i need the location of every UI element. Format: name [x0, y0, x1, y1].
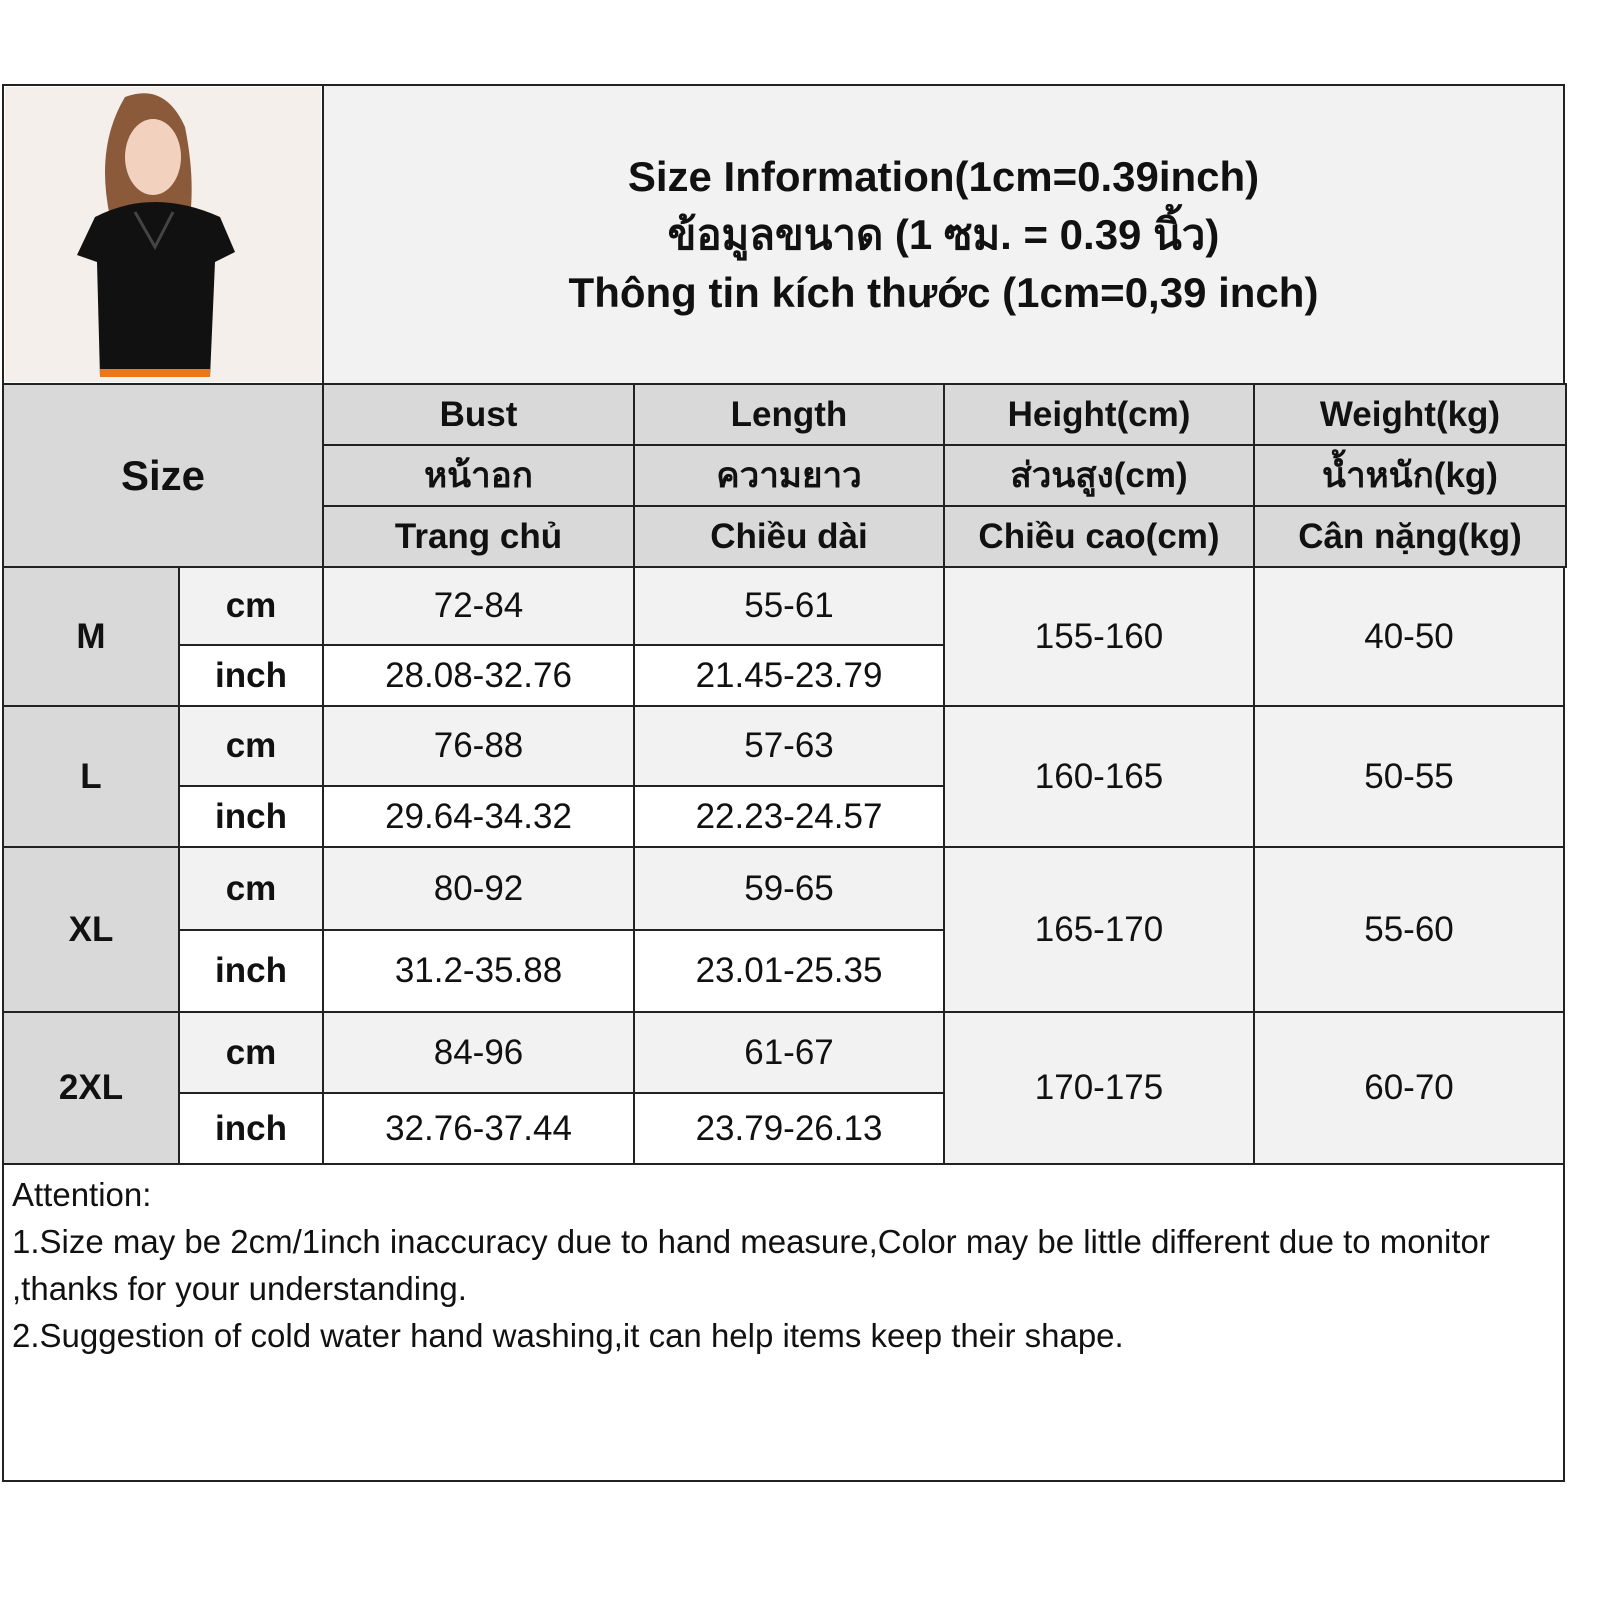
weight-range: 60-70 [1253, 1011, 1565, 1165]
column-header-en: Weight(kg) [1253, 383, 1567, 446]
height-range: 160-165 [943, 705, 1255, 848]
unit-cm: cm [178, 846, 324, 931]
title-th: ข้อมูลขนาด (1 ซม. = 0.39 นิ้ว) [667, 210, 1220, 258]
column-header-th: ความยาว [633, 444, 945, 507]
weight-range: 50-55 [1253, 705, 1565, 848]
bust-cm: 84-96 [322, 1011, 635, 1094]
bust-inch: 31.2-35.88 [322, 929, 635, 1013]
bust-inch: 32.76-37.44 [322, 1092, 635, 1165]
column-header-vi: Trang chủ [322, 505, 635, 568]
weight-range: 55-60 [1253, 846, 1565, 1013]
length-inch: 23.79-26.13 [633, 1092, 945, 1165]
length-inch: 22.23-24.57 [633, 785, 945, 848]
length-cm: 59-65 [633, 846, 945, 931]
column-header-en: Length [633, 383, 945, 446]
title-en: Size Information(1cm=0.39inch) [627, 152, 1260, 200]
bust-cm: 72-84 [322, 566, 635, 646]
title-vi: Thông tin kích thước (1cm=0,39 inch) [568, 268, 1319, 316]
column-header-th: น้ำหนัก(kg) [1253, 444, 1567, 507]
product-photo [2, 84, 324, 385]
size-label: L [2, 705, 180, 848]
note-1: 1.Size may be 2cm/1inch inaccuracy due t… [12, 1223, 1490, 1307]
height-range: 170-175 [943, 1011, 1255, 1165]
length-cm: 55-61 [633, 566, 945, 646]
column-header-vi: Cân nặng(kg) [1253, 505, 1567, 568]
size-label: 2XL [2, 1011, 180, 1165]
bust-cm: 80-92 [322, 846, 635, 931]
column-header-en: Height(cm) [943, 383, 1255, 446]
unit-cm: cm [178, 566, 324, 646]
bust-inch: 28.08-32.76 [322, 644, 635, 707]
unit-cm: cm [178, 1011, 324, 1094]
bust-inch: 29.64-34.32 [322, 785, 635, 848]
unit-cm: cm [178, 705, 324, 787]
column-header-th: ส่วนสูง(cm) [943, 444, 1255, 507]
notes: Attention: 1.Size may be 2cm/1inch inacc… [2, 1163, 1565, 1482]
unit-inch: inch [178, 1092, 324, 1165]
length-inch: 23.01-25.35 [633, 929, 945, 1013]
size-label: XL [2, 846, 180, 1013]
column-header-en: Bust [322, 383, 635, 446]
unit-inch: inch [178, 785, 324, 848]
bust-cm: 76-88 [322, 705, 635, 787]
unit-inch: inch [178, 929, 324, 1013]
weight-range: 40-50 [1253, 566, 1565, 707]
height-range: 165-170 [943, 846, 1255, 1013]
model-wearing-black-tshirt-icon [5, 87, 321, 382]
length-cm: 61-67 [633, 1011, 945, 1094]
size-header: Size [2, 383, 324, 568]
title-block: Size Information(1cm=0.39inch) ข้อมูลขนา… [322, 84, 1565, 385]
length-cm: 57-63 [633, 705, 945, 787]
size-label: M [2, 566, 180, 707]
column-header-th: หน้าอก [322, 444, 635, 507]
column-header-vi: Chiều dài [633, 505, 945, 568]
height-range: 155-160 [943, 566, 1255, 707]
notes-heading: Attention: [12, 1176, 152, 1213]
length-inch: 21.45-23.79 [633, 644, 945, 707]
note-2: 2.Suggestion of cold water hand washing,… [12, 1317, 1124, 1354]
column-header-vi: Chiều cao(cm) [943, 505, 1255, 568]
unit-inch: inch [178, 644, 324, 707]
